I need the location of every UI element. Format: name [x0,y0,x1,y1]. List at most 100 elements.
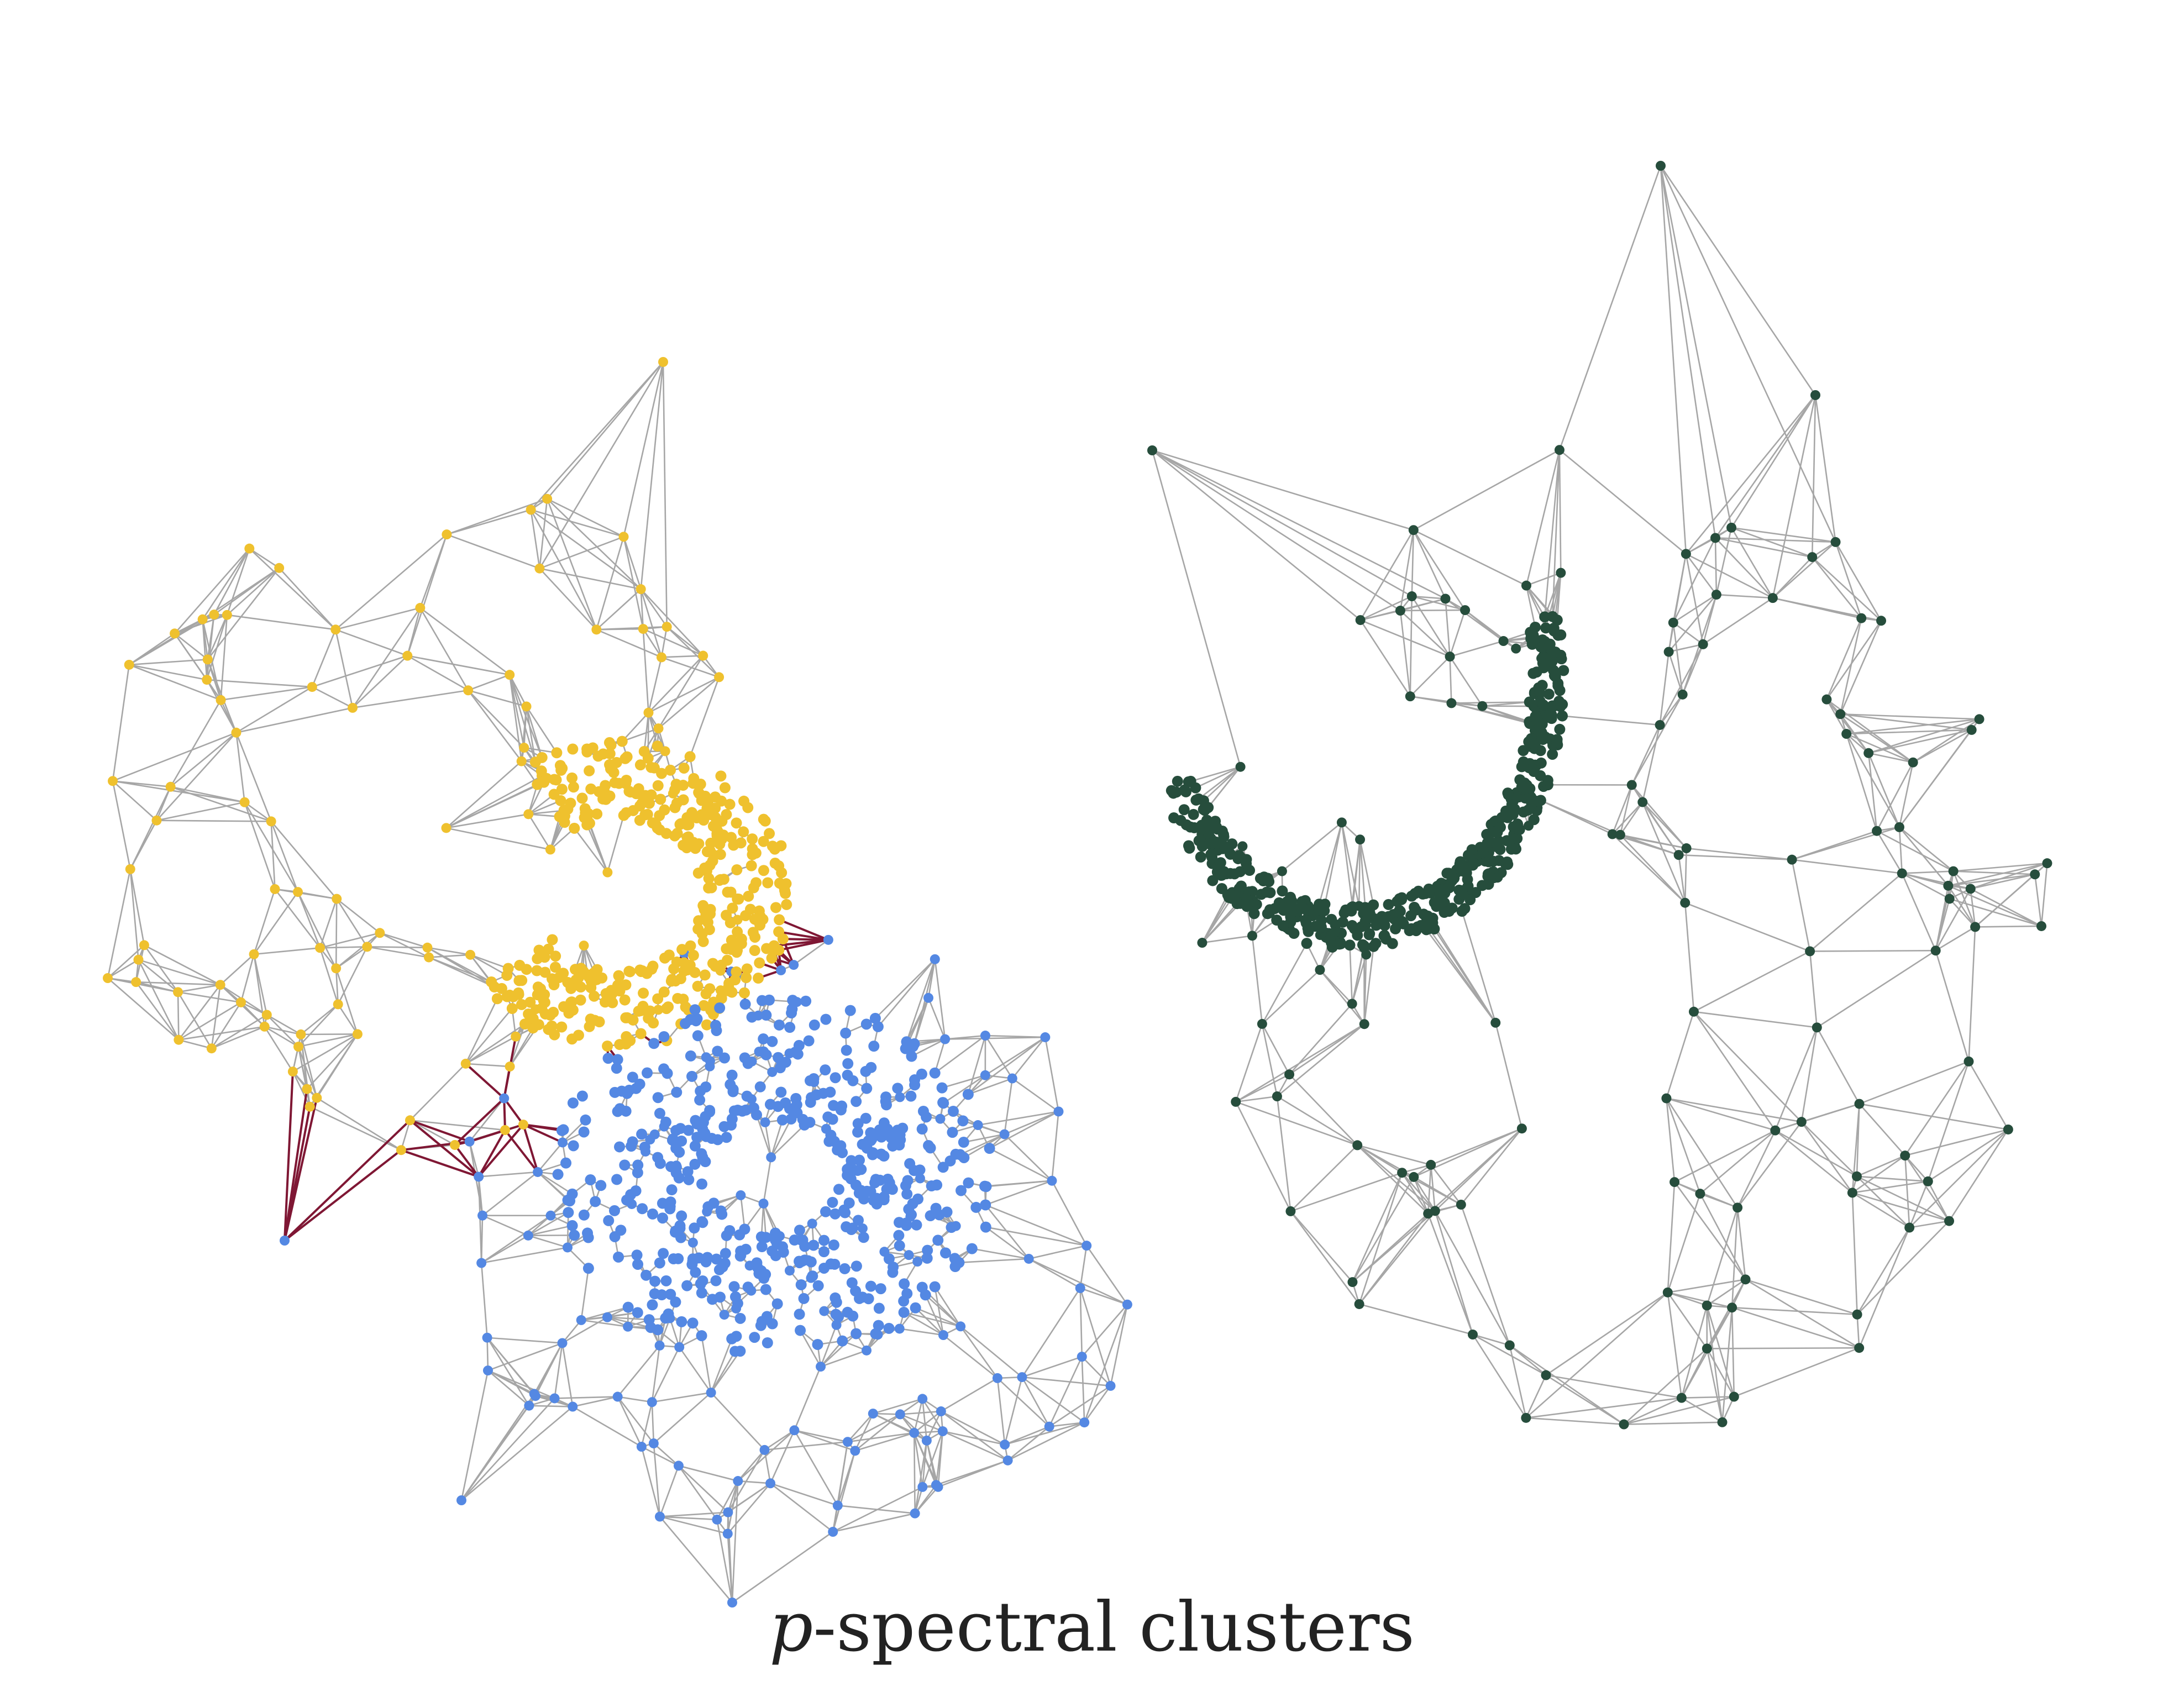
graph-edge [997,1377,1050,1427]
graph-edge [1449,656,1452,703]
graph-edge [487,1370,530,1406]
graph-edge [487,1337,563,1344]
node-yellow [523,809,534,820]
node-yellow [556,763,568,774]
node-yellow [305,1101,315,1112]
graph-edge [1935,926,1976,952]
node-green [1354,1299,1364,1309]
node-blue [1053,1106,1064,1117]
node-blue [566,1188,578,1200]
graph-edge [764,1122,772,1158]
node-yellow [722,886,733,898]
graph-edge [985,1036,1046,1076]
node-yellow [556,784,568,795]
graph-edge [1948,873,2035,887]
graph-edge [1203,766,1241,802]
node-blue [894,1240,905,1252]
graph-edge [482,1215,529,1237]
graph-edge [337,946,368,1005]
graph-edge [487,1342,563,1372]
graph-edge [1702,594,1718,645]
graph-edge [1706,1305,1735,1397]
node-blue [862,1345,872,1356]
node-green [1376,915,1387,926]
node-blue [808,1073,820,1084]
graph-edge [530,509,540,569]
graph-edge [419,607,469,691]
graph-edge [1975,925,2041,928]
node-blue [578,1209,590,1221]
node-green [1355,615,1366,626]
node-green [1540,731,1551,743]
node-yellow [749,945,760,957]
node-blue [883,1322,895,1334]
node-yellow [699,862,711,874]
node-blue [636,1442,647,1452]
graph-edge [989,1148,1053,1181]
graph-edge [531,509,624,538]
graph-edge [312,686,353,709]
graph-edge [1642,802,1686,903]
node-yellow [733,894,744,905]
graph-edge [1673,622,1704,645]
node-yellow [549,962,561,973]
node-blue [626,1141,637,1152]
node-yellow [731,947,743,958]
node-green [1662,1287,1673,1297]
graph-edge [1290,1211,1360,1305]
node-blue [676,1316,687,1327]
graph-edge [943,1334,998,1379]
node-blue [660,1116,671,1128]
node-green [1346,902,1357,913]
node-yellow [716,959,727,971]
node-blue [789,1425,800,1436]
node-yellow [584,817,595,829]
graph-edge [1546,1374,1682,1399]
node-blue [893,1230,905,1241]
node-blue [714,1291,726,1303]
node-green [1443,906,1455,917]
node-yellow [693,915,705,927]
graph-edge [530,509,642,590]
node-blue [850,1179,862,1191]
node-yellow [718,874,729,885]
graph-edge [266,1014,299,1048]
node-blue [726,1333,738,1344]
graph-edge [1461,911,1497,1023]
graph-edge [1401,1172,1429,1214]
node-yellow [558,968,569,979]
cut-edge [284,1119,411,1242]
node-blue [803,1035,815,1047]
graph-edge [1004,1377,1023,1445]
node-blue [563,1207,574,1218]
graph-edge [1624,1396,1735,1425]
node-blue [685,1050,696,1062]
node-yellow [705,837,717,849]
graph-edge [446,813,529,829]
node-blue [905,1090,917,1102]
node-green [1847,1188,1857,1198]
node-yellow [652,780,664,791]
graph-edge [1619,801,1644,836]
node-green [1876,616,1887,626]
node-yellow [331,963,342,974]
node-green [1637,797,1648,807]
node-green [1807,552,1818,563]
node-blue [850,1446,860,1456]
node-yellow [575,994,586,1006]
node-yellow [767,841,778,852]
graph-edge [107,869,132,979]
node-blue [612,1391,623,1402]
node-green [1537,699,1549,711]
node-blue [776,1114,788,1126]
graph-edge [1927,1181,1950,1222]
graph-edge [658,655,704,729]
graph-edge [820,1333,857,1368]
graph-edge [446,509,531,535]
graph-edge [659,1516,733,1603]
node-yellow [647,817,658,829]
node-blue [662,1068,673,1079]
node-blue [917,1106,929,1117]
node-yellow [567,743,579,755]
graph-edge [479,1171,538,1178]
